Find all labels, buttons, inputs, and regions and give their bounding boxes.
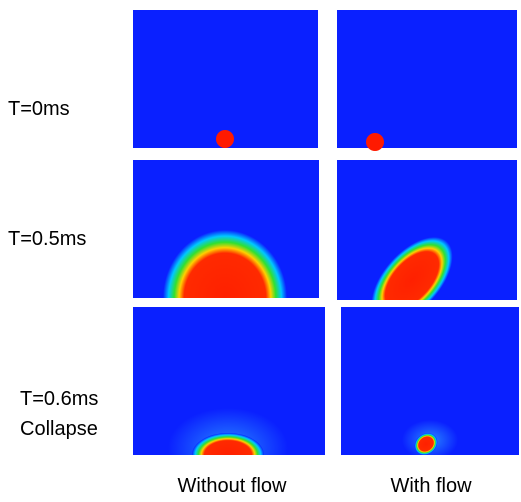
column-label: With flow	[390, 475, 472, 497]
row-label: T=0ms	[8, 98, 70, 120]
panel-content	[402, 420, 458, 460]
bubble	[216, 130, 234, 148]
row-label: T=0.5ms	[8, 228, 86, 250]
row-label: T=0.6ms	[20, 388, 98, 410]
row-label: Collapse	[20, 418, 98, 440]
panel	[337, 10, 517, 148]
bubble	[366, 133, 384, 151]
page: T=0ms T=0.5ms T=0.6ms Collapse Without f…	[0, 0, 521, 497]
column-label: Without flow	[178, 475, 287, 497]
bubble	[192, 433, 264, 477]
panel	[133, 10, 318, 148]
figure: T=0ms T=0.5ms T=0.6ms Collapse Without f…	[0, 0, 521, 497]
